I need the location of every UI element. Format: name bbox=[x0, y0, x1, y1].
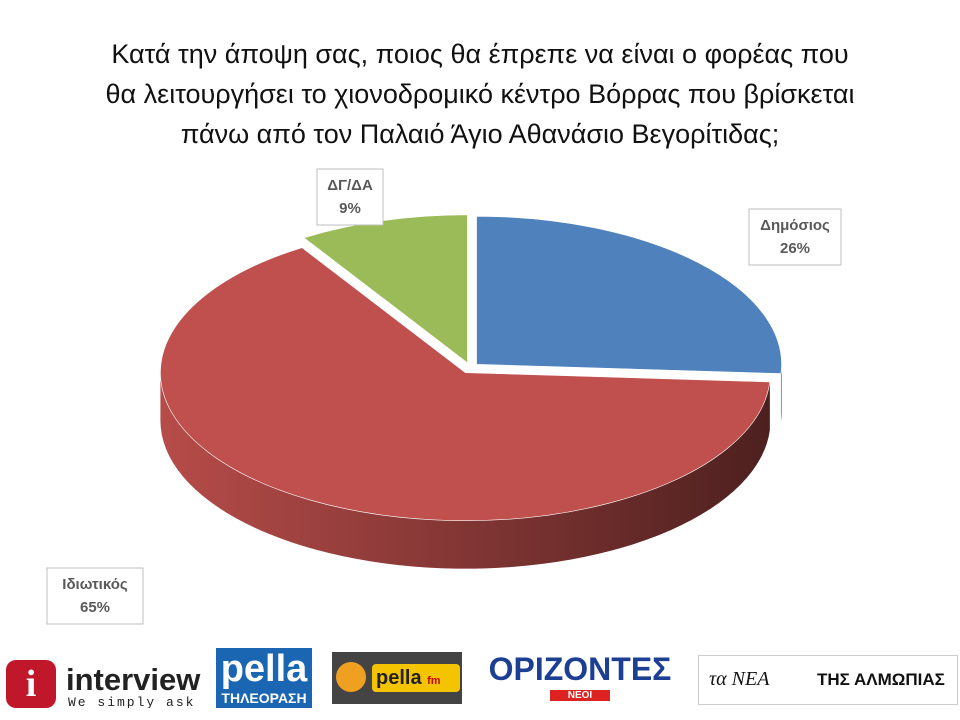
logo-sub: ΝΕΟΙ bbox=[550, 690, 610, 701]
slice-side-shade bbox=[780, 364, 782, 422]
logo-sub: ΤΗΛΕΟΡΑΣΗ bbox=[221, 690, 307, 706]
logo-tagline: We simply ask bbox=[68, 695, 196, 708]
data-label-box bbox=[46, 567, 144, 625]
logo-icon bbox=[336, 662, 366, 692]
chart: Δημόσιος 26% Ιδιωτικός 65% ΔΓ/ΔΑ 9% bbox=[46, 168, 842, 625]
slice bbox=[160, 247, 771, 521]
data-label-name: Ιδιωτικός bbox=[62, 576, 128, 593]
logo-text: ΟΡΙΖΟΝΤΕΣ bbox=[488, 651, 672, 687]
logo-sub: fm bbox=[427, 675, 441, 687]
slice bbox=[476, 216, 782, 374]
logo-text: τα ΝΕΑ bbox=[709, 668, 770, 690]
data-label-box bbox=[748, 208, 842, 266]
logo-text: pella bbox=[376, 667, 422, 689]
logo-text: interview bbox=[66, 662, 201, 697]
slice-side-shade bbox=[160, 372, 770, 569]
orizontes-logo: ΟΡΙΖΟΝΤΕΣ ΝΕΟΙ bbox=[480, 648, 680, 708]
data-label-value: 9% bbox=[339, 200, 361, 217]
logo-icon: i bbox=[6, 660, 56, 708]
data-label-name: ΔΓ/ΔΑ bbox=[327, 177, 373, 194]
interview-logo: i interview We simply ask bbox=[6, 648, 206, 708]
pella-fm-logo: pella fm bbox=[332, 652, 462, 704]
chart-title: Κατά την άποψη σας, ποιος θα έπρεπε να ε… bbox=[105, 39, 855, 149]
logo-text: pella bbox=[220, 648, 308, 690]
slice-sides bbox=[160, 364, 782, 569]
data-label-name: Δημόσιος bbox=[760, 217, 830, 234]
data-label-value: 65% bbox=[80, 599, 110, 616]
data-label-value: 26% bbox=[780, 240, 810, 257]
nea-logo: τα ΝΕΑ ΤΗΣ ΑΛΜΩΠΙΑΣ bbox=[698, 655, 958, 705]
logo-sub: ΤΗΣ ΑΛΜΩΠΙΑΣ bbox=[817, 670, 945, 689]
pella-tv-logo: pella ΤΗΛΕΟΡΑΣΗ bbox=[216, 648, 312, 708]
slice-tops bbox=[160, 214, 782, 521]
data-label-box bbox=[316, 168, 384, 226]
